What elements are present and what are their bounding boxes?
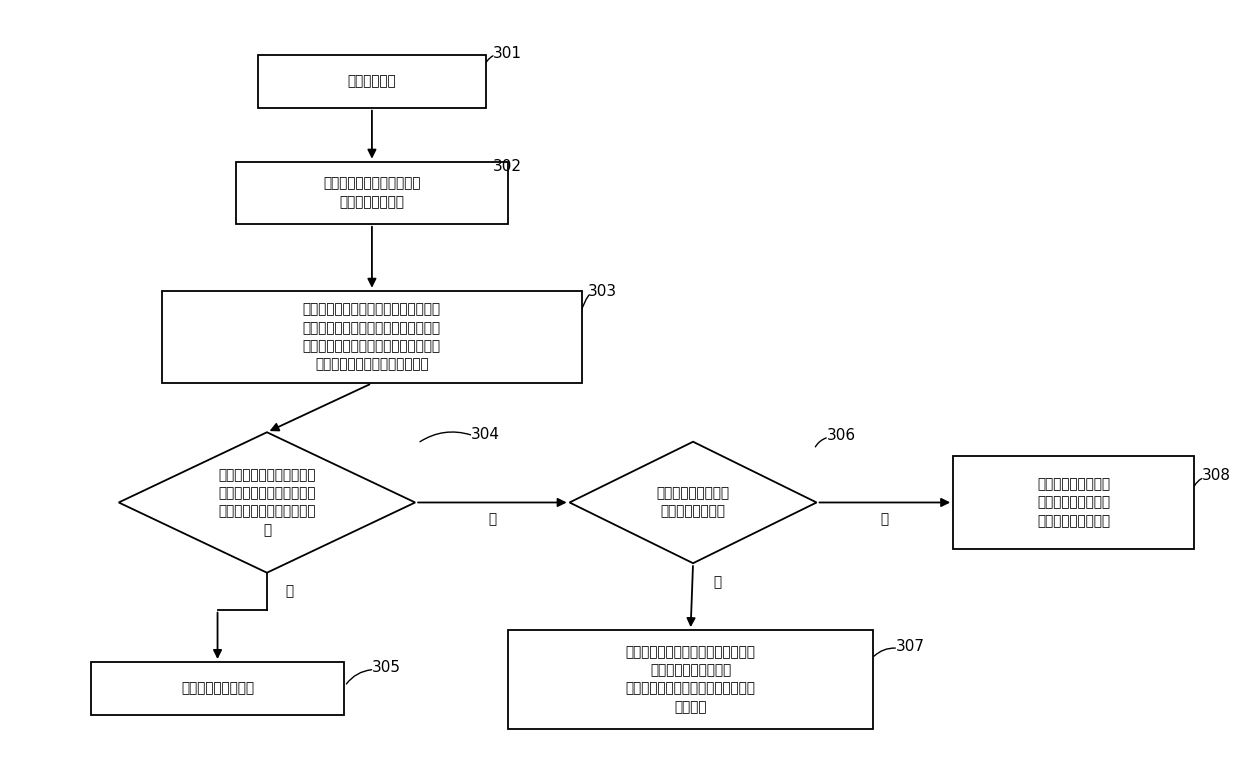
Polygon shape (119, 432, 415, 573)
FancyBboxPatch shape (258, 55, 486, 107)
Text: 307: 307 (895, 639, 925, 655)
Polygon shape (569, 442, 817, 563)
FancyBboxPatch shape (508, 630, 873, 728)
Text: 否: 否 (880, 512, 889, 527)
Text: 304: 304 (471, 427, 500, 442)
Text: 否: 否 (489, 512, 496, 527)
Text: 303: 303 (588, 284, 618, 299)
Text: 是: 是 (714, 575, 722, 589)
Text: 车辆正常运行: 车辆正常运行 (347, 74, 397, 88)
Text: 导航至最近维修中心: 导航至最近维修中心 (181, 681, 254, 696)
Text: 中控屏幕提示用户将车辆停靠至安全
地带，远程控制系统将
车辆具体位置发送附近最近维修中心
等待救援: 中控屏幕提示用户将车辆停靠至安全 地带，远程控制系统将 车辆具体位置发送附近最近… (626, 645, 755, 714)
FancyBboxPatch shape (954, 456, 1194, 549)
Text: 308: 308 (1202, 469, 1231, 483)
Text: 整车控制器向车载导
航系统发送规划就近
充电站地址进行充电: 整车控制器向车载导 航系统发送规划就近 充电站地址进行充电 (1037, 477, 1110, 528)
Text: 302: 302 (494, 159, 522, 174)
Text: 301: 301 (494, 46, 522, 60)
Text: 是: 是 (285, 584, 293, 599)
Text: 出现故障，若不进行相应处
理故障等级会加重: 出现故障，若不进行相应处 理故障等级会加重 (324, 177, 420, 209)
Text: 305: 305 (372, 661, 401, 675)
Text: 整车控制器判断此故
障是否影响到充电: 整车控制器判断此故 障是否影响到充电 (656, 486, 729, 519)
FancyBboxPatch shape (162, 290, 582, 383)
FancyBboxPatch shape (91, 662, 345, 715)
Text: 306: 306 (826, 428, 856, 443)
Text: 整车控制器根据导航规划的
路径来计算当前状态下动力
电池电量是否满足此路程里
程: 整车控制器根据导航规划的 路径来计算当前状态下动力 电池电量是否满足此路程里 程 (218, 468, 316, 537)
Text: 中控屏幕弹出合理建议告知用户，整车
控制器点亮安全警告灯，同时中控屏幕
打开导航，规划最近维修中心路线，并
将故障数据发送相应的维修中心: 中控屏幕弹出合理建议告知用户，整车 控制器点亮安全警告灯，同时中控屏幕 打开导航… (303, 303, 441, 372)
FancyBboxPatch shape (236, 162, 508, 224)
